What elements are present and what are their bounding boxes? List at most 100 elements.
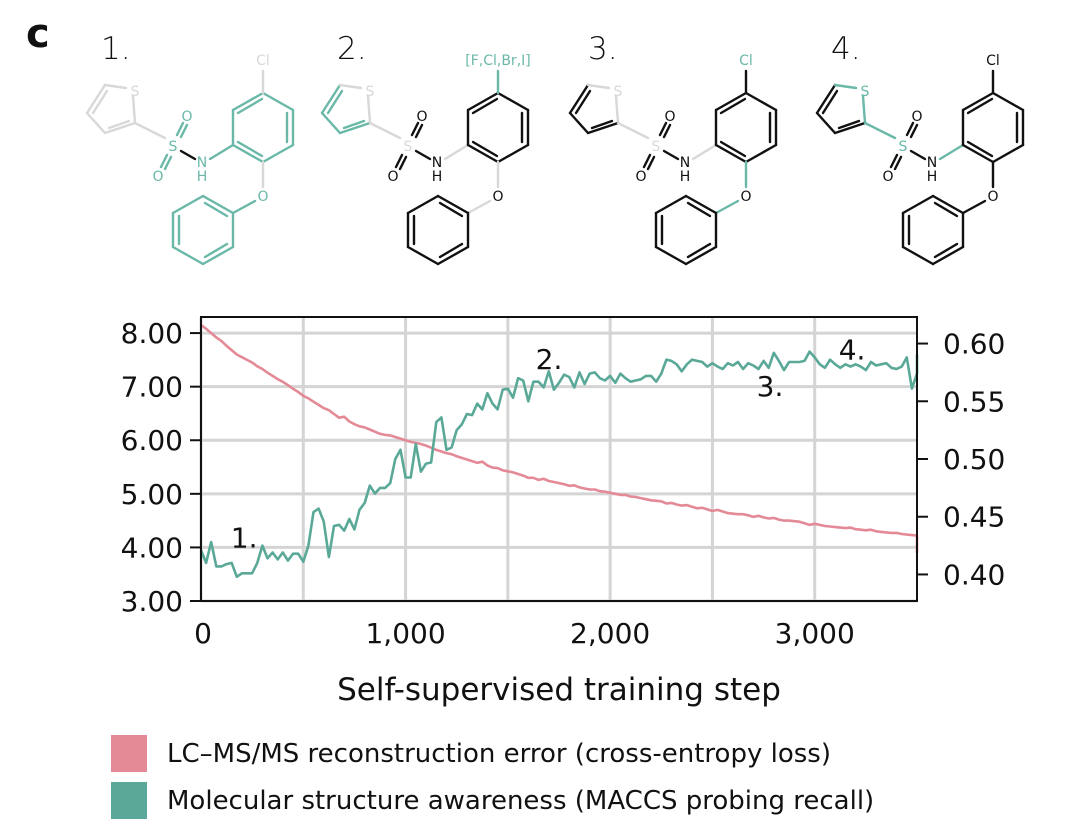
thiophene-bond <box>586 83 611 90</box>
aryl-double-bond <box>236 97 264 115</box>
c-s-bond <box>368 121 402 140</box>
sulfonyl-double-bond <box>398 155 408 171</box>
molecule-label-3: 3. <box>588 31 618 67</box>
aryl-ring-bond <box>991 91 1025 112</box>
phenyl-ring-bond <box>931 245 965 266</box>
phenyl-ring-bond <box>171 245 205 266</box>
panel-letter: c <box>26 11 50 57</box>
y-right-tick-label: 0.60 <box>943 328 1005 361</box>
phenyl-double-bond <box>438 201 464 218</box>
legend-swatch-recall <box>111 782 147 819</box>
legend-item-recall: Molecular structure awareness (MACCS pro… <box>111 782 874 819</box>
aryl-double-bond <box>966 97 994 115</box>
legend-item-loss: LC–MS/MS reconstruction error (cross-ent… <box>111 735 831 772</box>
c-s-bond <box>863 121 897 140</box>
thiophene-bond <box>586 121 620 135</box>
annotation-2: 2. <box>536 343 563 376</box>
sulfonyl-oxygen: O <box>416 109 427 125</box>
thiophene-bond <box>85 111 107 135</box>
sulfonyl-double-bond <box>179 123 189 139</box>
thiophene-bond <box>815 111 837 135</box>
amide-hydrogen: H <box>432 169 443 185</box>
y-right-tick-label: 0.55 <box>943 385 1005 418</box>
sulfonyl-oxygen: O <box>635 169 646 185</box>
thiophene-bond <box>614 94 620 125</box>
sulfonyl-oxygen: O <box>911 109 922 125</box>
sulfonyl-oxygen: O <box>152 169 163 185</box>
phenyl-ring-bond <box>406 194 440 215</box>
aryl-double-bond <box>471 140 499 158</box>
thiophene-bond <box>861 94 867 125</box>
thiophene-sulfur: S <box>614 84 623 100</box>
sulfonyl-double-bond <box>889 153 899 169</box>
thiophene-double-bond <box>91 89 109 115</box>
s-n-bond <box>909 149 927 161</box>
sulfonyl-oxygen: O <box>387 169 398 185</box>
thiophene-double-bond <box>326 89 344 115</box>
aryl-ring-bond <box>466 91 500 112</box>
sulfonyl-double-bond <box>159 153 169 169</box>
phenyl-ether-bond <box>231 199 257 215</box>
legend-label-loss: LC–MS/MS reconstruction error (cross-ent… <box>167 738 831 769</box>
thiophene-sulfur: S <box>131 84 140 100</box>
sulfonyl-double-bond <box>394 153 404 169</box>
annotation-1: 1. <box>231 521 258 554</box>
ether-oxygen: O <box>492 189 503 205</box>
annotation-4: 4. <box>839 333 866 366</box>
phenyl-ether-bond <box>466 199 492 215</box>
phenyl-ring-bond <box>436 245 470 266</box>
sulfonyl-oxygen: O <box>181 109 192 125</box>
thiophene-bond <box>338 121 372 135</box>
aryl-ring-bond <box>466 143 500 164</box>
phenyl-ring-bond <box>436 194 470 215</box>
thiophene-bond <box>320 111 342 135</box>
c-s-bond <box>616 121 650 140</box>
sulfonyl-sulfur: S <box>652 139 661 155</box>
thiophene-sulfur: S <box>366 84 375 100</box>
y-left-tick-label: 3.00 <box>121 585 183 618</box>
aryl-ring-bond <box>261 143 295 164</box>
sulfonyl-double-bond <box>163 155 173 171</box>
thiophene-double-bond <box>821 89 839 115</box>
annotation-3: 3. <box>757 370 784 403</box>
sulfonyl-double-bond <box>646 155 656 171</box>
phenyl-ring-bond <box>654 194 688 215</box>
n-aryl-bond <box>208 143 235 161</box>
aryl-ring-bond <box>261 91 295 112</box>
phenyl-ring-bond <box>201 245 235 266</box>
y-left-tick-label: 4.00 <box>121 531 183 564</box>
aryl-ring-bond <box>961 143 995 164</box>
sulfonyl-oxygen: O <box>664 109 675 125</box>
y-left-tick-label: 8.00 <box>121 317 183 350</box>
phenyl-ring-bond <box>901 245 935 266</box>
thiophene-double-bond <box>837 119 861 130</box>
thiophene-double-bond <box>590 119 614 130</box>
amide-nitrogen: N <box>432 155 442 171</box>
aryl-double-bond <box>719 97 747 115</box>
molecule-label-2: 2. <box>337 31 367 67</box>
sulfonyl-double-bond <box>658 121 668 137</box>
phenyl-double-bond <box>438 242 464 259</box>
phenyl-ether-bond <box>714 199 740 215</box>
n-aryl-bond <box>691 143 718 161</box>
aryl-ring-bond <box>231 143 265 164</box>
thiophene-sulfur: S <box>861 84 870 100</box>
thiophene-bond <box>338 83 363 90</box>
s-n-bond <box>414 149 432 161</box>
substituent-label: [F,Cl,Br,I] <box>465 53 530 69</box>
phenyl-ring-bond <box>901 194 935 215</box>
amide-nitrogen: N <box>197 155 207 171</box>
amide-hydrogen: H <box>927 169 938 185</box>
aryl-ring-bond <box>991 143 1025 164</box>
aryl-ring-bond <box>231 91 265 112</box>
y-left-tick-label: 5.00 <box>121 478 183 511</box>
thiophene-double-bond <box>107 119 131 130</box>
sulfonyl-sulfur: S <box>169 139 178 155</box>
thiophene-bond <box>568 111 590 135</box>
x-tick-label: 2,000 <box>570 617 650 650</box>
thiophene-double-bond <box>574 89 592 115</box>
phenyl-ring-bond <box>931 194 965 215</box>
sulfonyl-double-bond <box>414 123 424 139</box>
